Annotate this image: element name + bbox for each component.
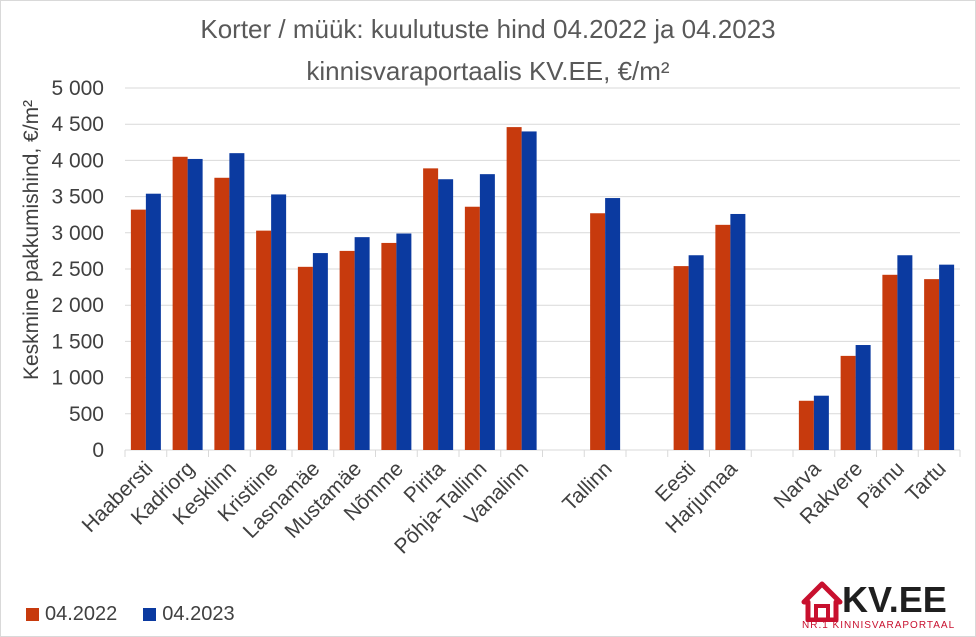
legend-swatch-2023 bbox=[143, 608, 157, 621]
y-tick-label: 500 bbox=[69, 403, 104, 426]
bar-04.2023-Harjumaa bbox=[730, 213, 746, 450]
legend-item-2023: 04.2023 bbox=[143, 603, 235, 626]
y-tick-label: 3 500 bbox=[51, 186, 104, 209]
y-tick-label: 3 000 bbox=[51, 222, 104, 245]
bar-04.2023-Pärnu bbox=[897, 255, 913, 450]
y-tick-label: 2 000 bbox=[51, 294, 104, 317]
y-tick-label: 0 bbox=[92, 439, 104, 462]
bar-04.2022-Pärnu bbox=[882, 274, 898, 450]
bar-04.2023-Kristiine bbox=[271, 194, 287, 450]
bar-04.2022-Kesklinn bbox=[214, 177, 230, 450]
legend-item-2022: 04.2022 bbox=[26, 603, 117, 626]
house-icon bbox=[801, 581, 843, 622]
chart-subtitle: kinnisvaraportaalis KV.EE, €/m² bbox=[306, 56, 670, 86]
kv-ee-logo: KV.EE NR.1 KINNISVARAPORTAAL bbox=[798, 580, 972, 634]
logo-text: KV.EE bbox=[842, 579, 947, 620]
legend-label-2022: 04.2022 bbox=[45, 603, 118, 625]
bar-04.2022-Nõmme bbox=[381, 242, 397, 450]
bar-04.2023-Kesklinn bbox=[229, 153, 245, 450]
bar-04.2023-Kadriorg bbox=[187, 158, 203, 450]
y-tick-label: 2 500 bbox=[51, 258, 104, 281]
x-tick-label: Tartu bbox=[901, 457, 950, 506]
y-tick-label: 1 000 bbox=[51, 367, 104, 390]
bar-04.2022-Tallinn bbox=[590, 213, 606, 450]
logo-subtitle: NR.1 KINNISVARAPORTAAL bbox=[802, 620, 956, 631]
bar-04.2022-Lasnamäe bbox=[297, 266, 313, 450]
bar-04.2023-Lasnamäe bbox=[312, 253, 328, 450]
bar-04.2022-Rakvere bbox=[840, 355, 856, 450]
bar-04.2022-Kadriorg bbox=[172, 156, 188, 450]
bar-04.2023-Eesti bbox=[688, 255, 704, 450]
bar-04.2023-Pirita bbox=[438, 179, 454, 450]
y-tick-label: 4 500 bbox=[51, 113, 104, 136]
bar-04.2023-Tallinn bbox=[605, 198, 621, 450]
bar-04.2023-Nõmme bbox=[396, 233, 412, 450]
bar-04.2023-Rakvere bbox=[855, 345, 871, 450]
legend-swatch-2022 bbox=[26, 608, 39, 621]
bar-04.2022-Harjumaa bbox=[715, 224, 731, 450]
x-tick-label: Pärnu bbox=[853, 457, 909, 513]
bar-04.2023-Tartu bbox=[939, 264, 955, 450]
y-tick-label: 4 000 bbox=[51, 149, 104, 172]
bar-04.2022-Narva bbox=[798, 400, 814, 450]
chart-title: Korter / müük: kuulutuste hind 04.2022 j… bbox=[200, 14, 776, 44]
bar-04.2022-Põhja-Tallinn bbox=[464, 206, 480, 450]
bar-04.2023-Narva bbox=[813, 395, 829, 450]
y-tick-label: 1 500 bbox=[51, 330, 104, 353]
bar-04.2022-Vanalinn bbox=[506, 127, 522, 450]
legend-label-2023: 04.2023 bbox=[162, 603, 235, 625]
y-tick-label: 5 000 bbox=[51, 77, 104, 100]
bar-04.2023-Haabersti bbox=[145, 193, 161, 451]
bar-04.2022-Kristiine bbox=[256, 230, 272, 450]
bar-04.2023-Mustamäe bbox=[354, 237, 370, 450]
x-tick-label: Tallinn bbox=[558, 457, 616, 515]
legend: 04.2022 04.2023 bbox=[26, 603, 261, 626]
bar-04.2022-Mustamäe bbox=[339, 250, 355, 450]
bar-04.2022-Pirita bbox=[423, 168, 439, 450]
bar-04.2023-Põhja-Tallinn bbox=[479, 174, 495, 450]
bar-04.2022-Haabersti bbox=[130, 209, 146, 450]
bar-04.2023-Vanalinn bbox=[521, 131, 537, 450]
bar-04.2022-Tartu bbox=[924, 279, 940, 450]
bar-04.2022-Eesti bbox=[673, 266, 689, 450]
